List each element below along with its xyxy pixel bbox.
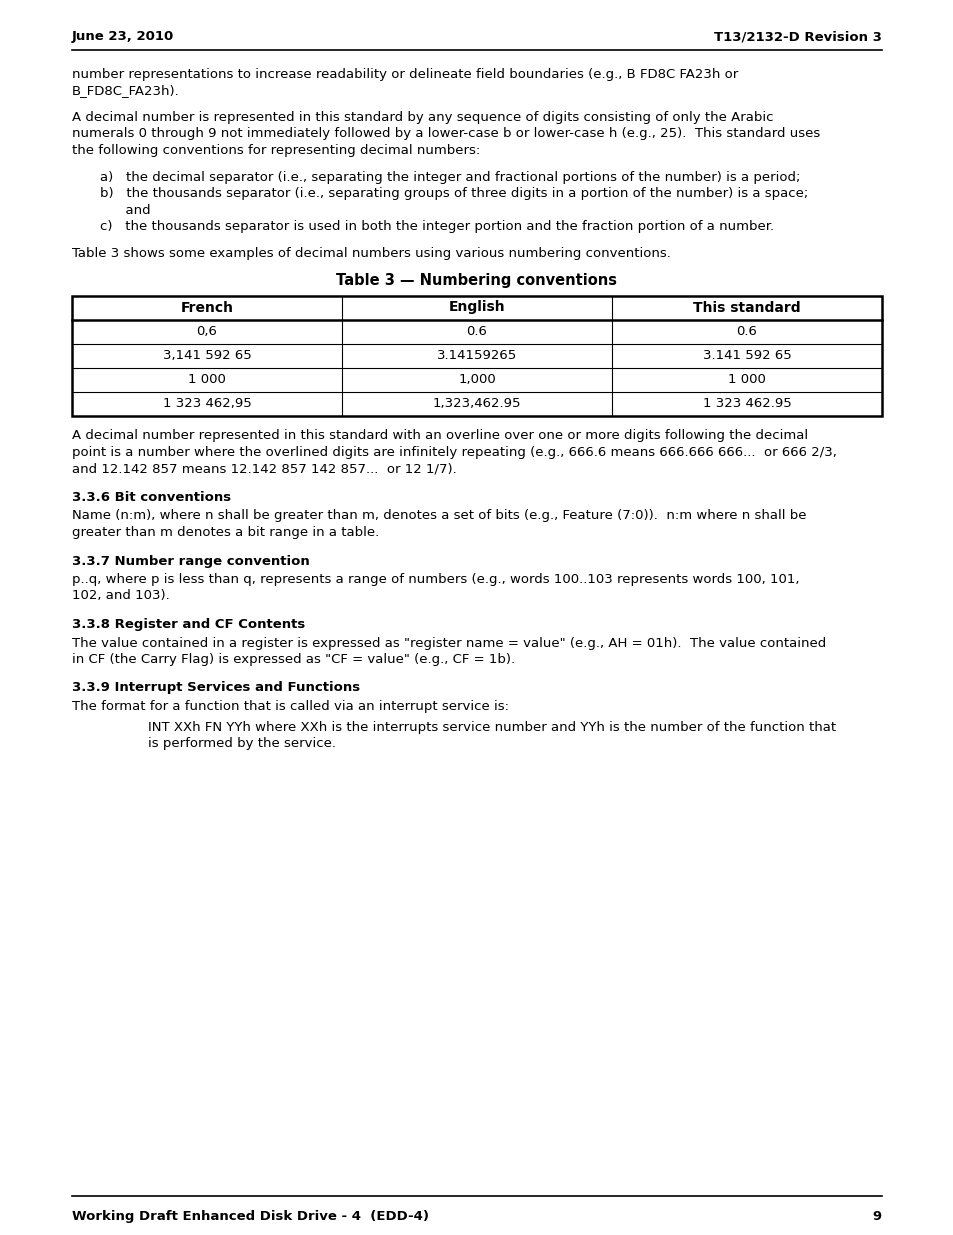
Text: 0.6: 0.6 [736,325,757,338]
Text: is performed by the service.: is performed by the service. [148,737,335,750]
Text: Working Draft Enhanced Disk Drive - 4  (EDD-4): Working Draft Enhanced Disk Drive - 4 (E… [71,1210,429,1223]
Text: 3.3.8 Register and CF Contents: 3.3.8 Register and CF Contents [71,618,305,631]
Text: 3.14159265: 3.14159265 [436,350,517,362]
Text: 3.3.9 Interrupt Services and Functions: 3.3.9 Interrupt Services and Functions [71,682,359,694]
Text: 0.6: 0.6 [466,325,487,338]
Text: 1 000: 1 000 [188,373,226,387]
Text: 3.3.6 Bit conventions: 3.3.6 Bit conventions [71,492,231,504]
Text: English: English [448,300,505,315]
Text: 0,6: 0,6 [196,325,217,338]
Text: This standard: This standard [693,300,800,315]
Text: A decimal number represented in this standard with an overline over one or more : A decimal number represented in this sta… [71,430,807,442]
Text: point is a number where the overlined digits are infinitely repeating (e.g., 666: point is a number where the overlined di… [71,446,836,459]
Text: p..q, where p is less than q, represents a range of numbers (e.g., words 100..10: p..q, where p is less than q, represents… [71,573,799,585]
Text: 9: 9 [872,1210,882,1223]
Text: 102, and 103).: 102, and 103). [71,589,170,603]
Text: 3.3.7 Number range convention: 3.3.7 Number range convention [71,555,310,568]
Text: c)   the thousands separator is used in both the integer portion and the fractio: c) the thousands separator is used in bo… [100,220,773,233]
Text: and: and [100,204,151,216]
Text: 1,000: 1,000 [457,373,496,387]
Text: 1 323 462.95: 1 323 462.95 [702,396,791,410]
Text: b)   the thousands separator (i.e., separating groups of three digits in a porti: b) the thousands separator (i.e., separa… [100,186,807,200]
Text: numerals 0 through 9 not immediately followed by a lower-case b or lower-case h : numerals 0 through 9 not immediately fol… [71,127,820,141]
Text: The format for a function that is called via an interrupt service is:: The format for a function that is called… [71,700,509,713]
Text: B_FD8C_FA23h).: B_FD8C_FA23h). [71,84,179,98]
Text: 1 323 462,95: 1 323 462,95 [162,396,251,410]
Text: Table 3 — Numbering conventions: Table 3 — Numbering conventions [336,273,617,288]
Bar [71,295,882,415]
Text: in CF (the Carry Flag) is expressed as "CF = value" (e.g., CF = 1b).: in CF (the Carry Flag) is expressed as "… [71,653,515,666]
Text: A decimal number is represented in this standard by any sequence of digits consi: A decimal number is represented in this … [71,111,773,124]
Text: 3,141 592 65: 3,141 592 65 [162,350,251,362]
Text: French: French [180,300,233,315]
Text: a)   the decimal separator (i.e., separating the integer and fractional portions: a) the decimal separator (i.e., separati… [100,170,800,184]
Text: T13/2132-D Revision 3: T13/2132-D Revision 3 [714,30,882,43]
Text: Name (n:m), where n shall be greater than m, denotes a set of bits (e.g., Featur: Name (n:m), where n shall be greater tha… [71,510,805,522]
Text: INT XXh FN YYh where XXh is the interrupts service number and YYh is the number : INT XXh FN YYh where XXh is the interrup… [148,720,835,734]
Text: number representations to increase readability or delineate field boundaries (e.: number representations to increase reada… [71,68,738,82]
Text: Table 3 shows some examples of decimal numbers using various numbering conventio: Table 3 shows some examples of decimal n… [71,247,670,259]
Text: and 12.142 857 means 12.142 857 142 857...  or 12 1/7).: and 12.142 857 means 12.142 857 142 857.… [71,462,456,475]
Text: the following conventions for representing decimal numbers:: the following conventions for representi… [71,144,479,157]
Text: June 23, 2010: June 23, 2010 [71,30,174,43]
Text: 1 000: 1 000 [727,373,765,387]
Text: 3.141 592 65: 3.141 592 65 [702,350,791,362]
Text: 1,323,462.95: 1,323,462.95 [433,396,520,410]
Text: The value contained in a register is expressed as "register name = value" (e.g.,: The value contained in a register is exp… [71,636,825,650]
Text: greater than m denotes a bit range in a table.: greater than m denotes a bit range in a … [71,526,379,538]
